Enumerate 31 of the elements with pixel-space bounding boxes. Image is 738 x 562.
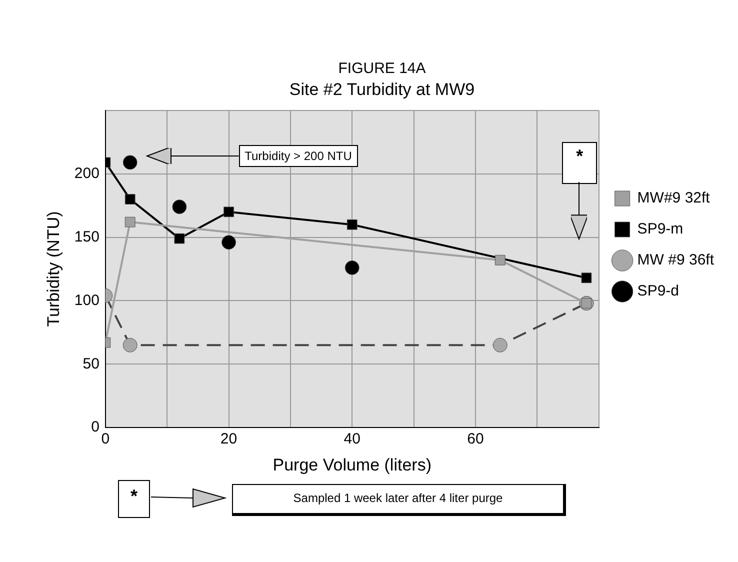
point xyxy=(346,219,358,230)
annotation: * xyxy=(562,142,598,184)
x-axis-title: Purge Volume (liters) xyxy=(272,455,432,474)
y-axis-title: Turbidity (NTU) xyxy=(44,211,63,327)
y-tick-label: 50 xyxy=(82,355,100,372)
point xyxy=(224,206,234,218)
legend-label: SP9-m xyxy=(637,220,684,238)
y-tick-label: 100 xyxy=(74,292,100,309)
text: Sampled 1 week later after 4 liter purge xyxy=(232,484,566,516)
point xyxy=(124,216,136,228)
point xyxy=(222,235,236,250)
point xyxy=(581,272,592,284)
point xyxy=(494,254,506,266)
text: * xyxy=(118,480,150,518)
y-tick-label: 200 xyxy=(74,164,100,182)
x-tick-label: 60 xyxy=(467,430,484,448)
y-tick-label: 150 xyxy=(74,228,100,246)
legend-label: MW#9 32ft xyxy=(637,190,711,207)
legend-label: SP9-d xyxy=(637,282,680,300)
point xyxy=(122,155,138,170)
annotation: Turbidity > 200 NTU xyxy=(238,145,358,168)
y-tick-label: 0 xyxy=(91,418,100,436)
point xyxy=(172,200,187,214)
point xyxy=(174,233,185,244)
x-tick-label: 40 xyxy=(344,430,360,448)
legend-label: MW #9 36ft xyxy=(637,252,715,269)
point xyxy=(124,194,136,204)
x-tick-label: 20 xyxy=(220,430,238,448)
chart-title: FIGURE 14A xyxy=(338,60,426,78)
point xyxy=(344,260,360,275)
chart-subtitle: Site #2 Turbidity at MW9 xyxy=(289,80,475,99)
